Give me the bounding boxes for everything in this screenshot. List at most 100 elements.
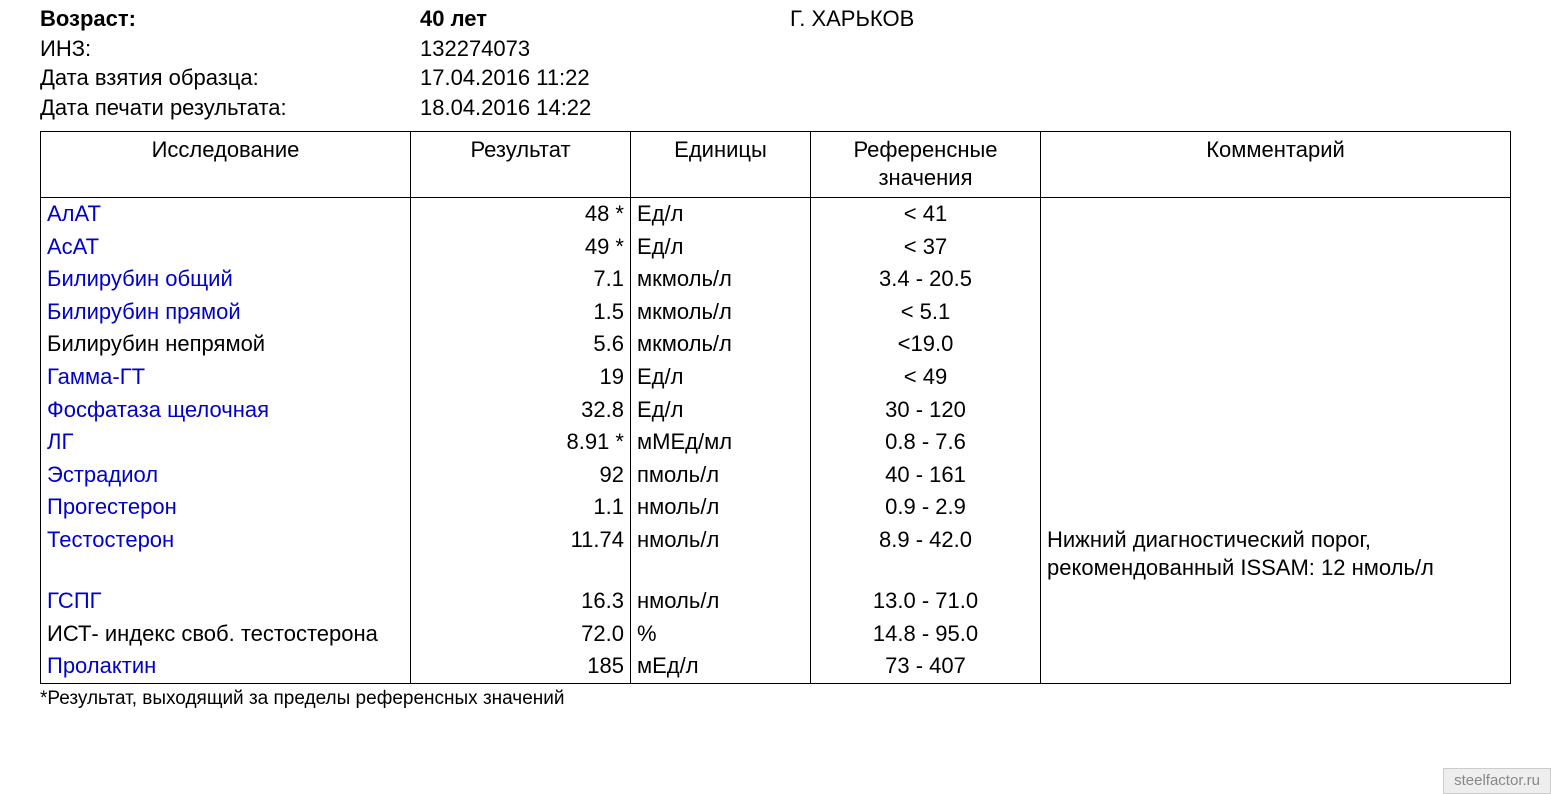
- cell-test-name: Билирубин непрямой: [41, 328, 411, 361]
- table-row: Пролактин185мЕд/л73 - 407: [41, 650, 1511, 683]
- cell-comment: [1041, 426, 1511, 459]
- table-row: Гамма-ГТ19Ед/л< 49: [41, 361, 1511, 394]
- cell-reference-range: 40 - 161: [811, 459, 1041, 492]
- cell-test-name[interactable]: АлАТ: [41, 197, 411, 230]
- cell-test-name[interactable]: ЛГ: [41, 426, 411, 459]
- table-row: АлАТ48 *Ед/л< 41: [41, 197, 1511, 230]
- lab-report-page: Возраст: 40 лет Г. ХАРЬКОВ ИНЗ: 13227407…: [0, 0, 1551, 794]
- cell-result: 72.0: [411, 618, 631, 651]
- cell-comment: [1041, 618, 1511, 651]
- table-row: Прогестерон1.1нмоль/л0.9 - 2.9: [41, 491, 1511, 524]
- cell-reference-range: < 49: [811, 361, 1041, 394]
- header-row-age: Возраст: 40 лет Г. ХАРЬКОВ: [40, 4, 1511, 34]
- table-row: Билирубин общий7.1мкмоль/л3.4 - 20.5: [41, 263, 1511, 296]
- cell-comment: Нижний диагностический порог, рекомендов…: [1041, 524, 1511, 585]
- value-print-date: 18.04.2016 14:22: [420, 93, 790, 123]
- cell-test-name[interactable]: АсАТ: [41, 231, 411, 264]
- cell-comment: [1041, 263, 1511, 296]
- cell-result: 7.1: [411, 263, 631, 296]
- cell-test-name[interactable]: Прогестерон: [41, 491, 411, 524]
- header-row-sample-date: Дата взятия образца: 17.04.2016 11:22: [40, 63, 1511, 93]
- cell-reference-range: 0.8 - 7.6: [811, 426, 1041, 459]
- footnote: *Результат, выходящий за пределы референ…: [40, 686, 1511, 712]
- cell-units: нмоль/л: [631, 524, 811, 585]
- cell-units: пмоль/л: [631, 459, 811, 492]
- table-header-row: Исследование Результат Единицы Референсн…: [41, 131, 1511, 197]
- cell-comment: [1041, 650, 1511, 683]
- cell-reference-range: 14.8 - 95.0: [811, 618, 1041, 651]
- cell-units: %: [631, 618, 811, 651]
- cell-reference-range: 13.0 - 71.0: [811, 585, 1041, 618]
- cell-units: мкмоль/л: [631, 263, 811, 296]
- cell-test-name[interactable]: ГСПГ: [41, 585, 411, 618]
- cell-test-name: ИСТ- индекс своб. тестостерона: [41, 618, 411, 651]
- label-sample-date: Дата взятия образца:: [40, 63, 420, 93]
- cell-test-name[interactable]: Тестостерон: [41, 524, 411, 585]
- cell-test-name[interactable]: Гамма-ГТ: [41, 361, 411, 394]
- header-row-inz: ИНЗ: 132274073: [40, 34, 1511, 64]
- cell-reference-range: 0.9 - 2.9: [811, 491, 1041, 524]
- label-inz: ИНЗ:: [40, 34, 420, 64]
- table-row: Фосфатаза щелочная32.8Ед/л30 - 120: [41, 394, 1511, 427]
- label-print-date: Дата печати результата:: [40, 93, 420, 123]
- cell-comment: [1041, 459, 1511, 492]
- value-age: 40 лет: [420, 4, 790, 34]
- cell-test-name[interactable]: Билирубин общий: [41, 263, 411, 296]
- col-header-comment: Комментарий: [1041, 131, 1511, 197]
- cell-comment: [1041, 394, 1511, 427]
- value-city: Г. ХАРЬКОВ: [790, 4, 1511, 34]
- cell-result: 32.8: [411, 394, 631, 427]
- table-row: АсАТ49 *Ед/л< 37: [41, 231, 1511, 264]
- table-row: ГСПГ16.3нмоль/л13.0 - 71.0: [41, 585, 1511, 618]
- label-age: Возраст:: [40, 4, 420, 34]
- cell-test-name[interactable]: Эстрадиол: [41, 459, 411, 492]
- table-row: Билирубин прямой1.5мкмоль/л< 5.1: [41, 296, 1511, 329]
- cell-units: нмоль/л: [631, 491, 811, 524]
- cell-comment: [1041, 296, 1511, 329]
- cell-test-name[interactable]: Фосфатаза щелочная: [41, 394, 411, 427]
- results-table: Исследование Результат Единицы Референсн…: [40, 131, 1511, 684]
- cell-comment: [1041, 231, 1511, 264]
- cell-test-name[interactable]: Билирубин прямой: [41, 296, 411, 329]
- cell-result: 11.74: [411, 524, 631, 585]
- table-row: ИСТ- индекс своб. тестостерона72.0%14.8 …: [41, 618, 1511, 651]
- cell-units: Ед/л: [631, 394, 811, 427]
- table-row: ЛГ8.91 *мМЕд/мл0.8 - 7.6: [41, 426, 1511, 459]
- cell-units: мкмоль/л: [631, 328, 811, 361]
- cell-result: 16.3: [411, 585, 631, 618]
- col-header-test: Исследование: [41, 131, 411, 197]
- value-inz: 132274073: [420, 34, 790, 64]
- cell-units: нмоль/л: [631, 585, 811, 618]
- cell-comment: [1041, 491, 1511, 524]
- cell-comment: [1041, 585, 1511, 618]
- cell-reference-range: <19.0: [811, 328, 1041, 361]
- cell-reference-range: 8.9 - 42.0: [811, 524, 1041, 585]
- cell-comment: [1041, 328, 1511, 361]
- cell-test-name[interactable]: Пролактин: [41, 650, 411, 683]
- table-row: Тестостерон11.74нмоль/л8.9 - 42.0Нижний …: [41, 524, 1511, 585]
- cell-result: 49 *: [411, 231, 631, 264]
- watermark: steelfactor.ru: [1443, 768, 1551, 794]
- cell-reference-range: < 41: [811, 197, 1041, 230]
- cell-result: 1.1: [411, 491, 631, 524]
- cell-result: 5.6: [411, 328, 631, 361]
- cell-result: 92: [411, 459, 631, 492]
- report-header: Возраст: 40 лет Г. ХАРЬКОВ ИНЗ: 13227407…: [40, 4, 1511, 123]
- cell-units: Ед/л: [631, 231, 811, 264]
- cell-units: мкмоль/л: [631, 296, 811, 329]
- cell-units: Ед/л: [631, 197, 811, 230]
- col-header-ref: Референсные значения: [811, 131, 1041, 197]
- cell-result: 185: [411, 650, 631, 683]
- cell-units: мМЕд/мл: [631, 426, 811, 459]
- cell-reference-range: 30 - 120: [811, 394, 1041, 427]
- cell-reference-range: 73 - 407: [811, 650, 1041, 683]
- header-row-print-date: Дата печати результата: 18.04.2016 14:22: [40, 93, 1511, 123]
- cell-result: 1.5: [411, 296, 631, 329]
- col-header-result: Результат: [411, 131, 631, 197]
- cell-result: 8.91 *: [411, 426, 631, 459]
- cell-reference-range: 3.4 - 20.5: [811, 263, 1041, 296]
- cell-reference-range: < 5.1: [811, 296, 1041, 329]
- cell-comment: [1041, 197, 1511, 230]
- col-header-units: Единицы: [631, 131, 811, 197]
- cell-units: мЕд/л: [631, 650, 811, 683]
